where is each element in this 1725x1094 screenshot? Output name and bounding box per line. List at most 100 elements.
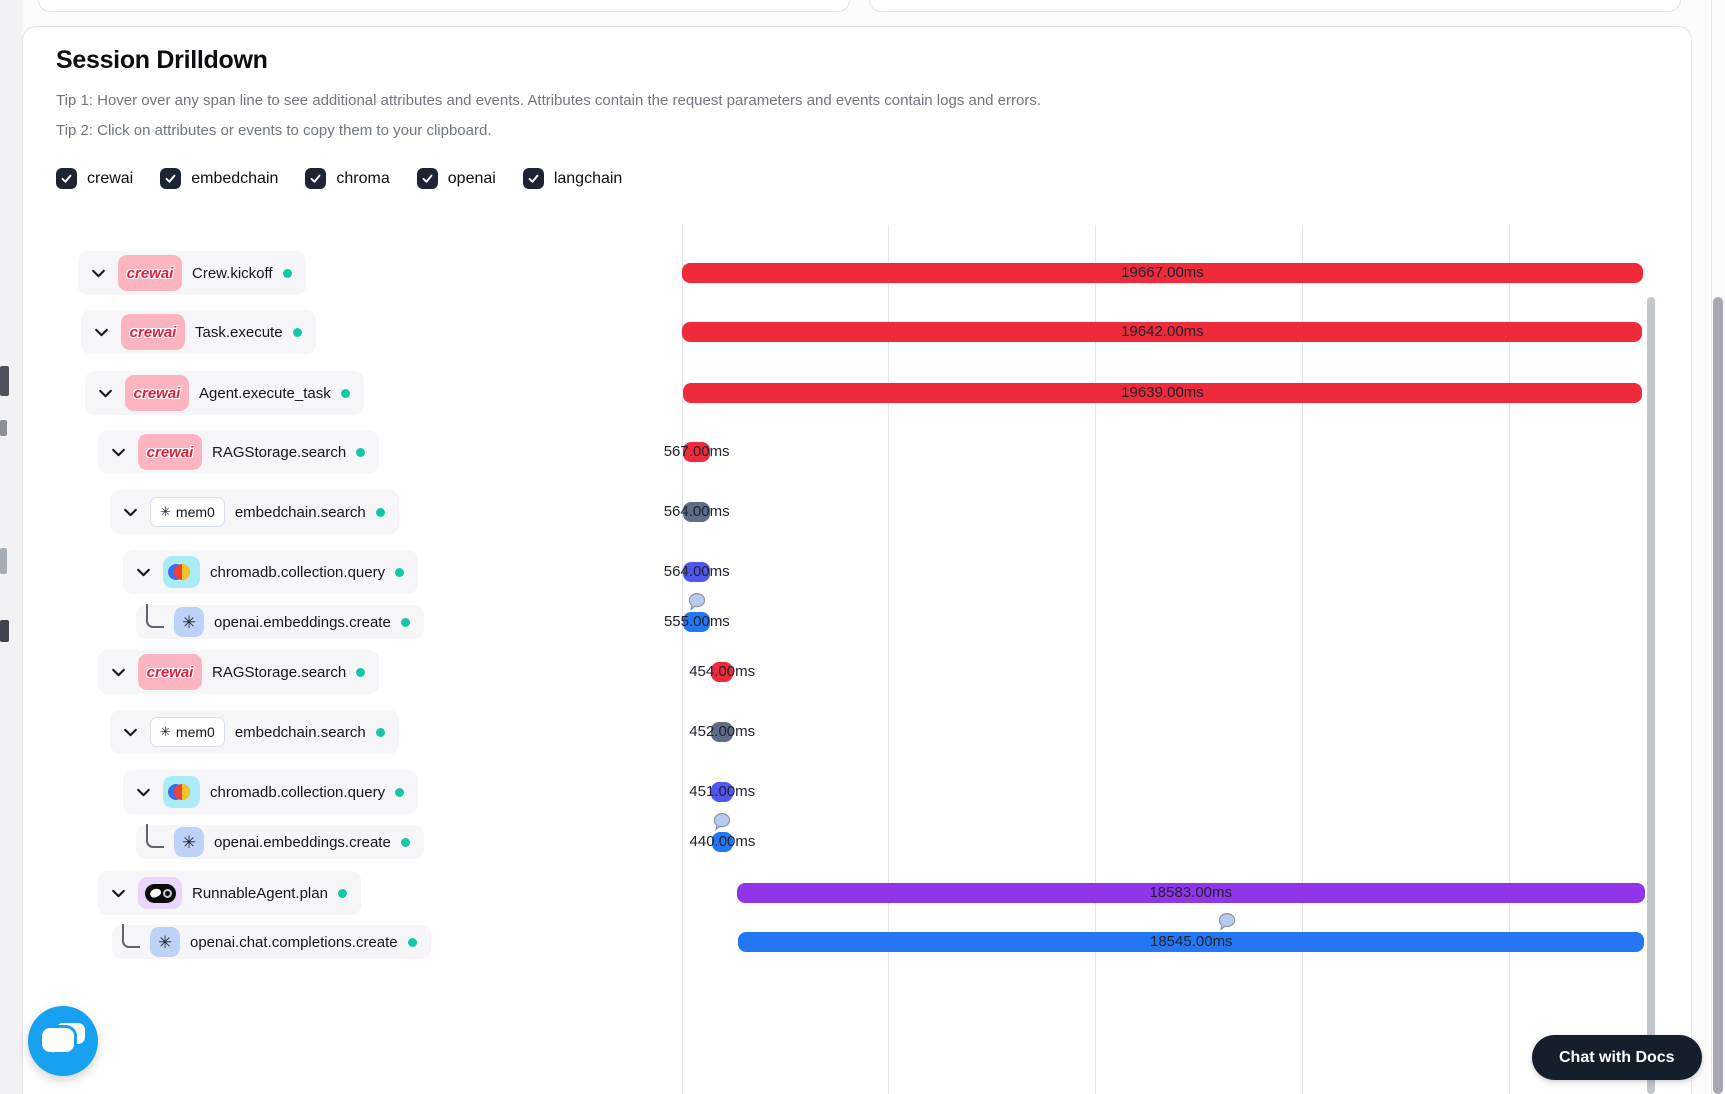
sidebar-fragment <box>0 420 7 436</box>
chevron-down-icon[interactable] <box>133 564 153 581</box>
span-row-chromadb-collection-query[interactable]: chromadb.collection.query <box>123 770 419 814</box>
status-dot <box>282 268 292 278</box>
span-bar-openai-chat-completions-create[interactable] <box>738 932 1645 952</box>
checkbox-crewai[interactable] <box>56 168 77 189</box>
left-gutter <box>0 0 22 1094</box>
span-row-runnableagent-plan[interactable]: RunnableAgent.plan <box>98 871 361 915</box>
span-name: Crew.kickoff <box>192 264 273 282</box>
chevron-down-icon[interactable] <box>133 784 153 801</box>
crewai-logo: crewai <box>138 654 202 690</box>
window-scrollbar-thumb[interactable] <box>1713 297 1723 1094</box>
span-row-embedchain-search[interactable]: ✳ mem0 embedchain.search <box>110 710 399 754</box>
event-speech-bubble-icon[interactable] <box>1217 912 1236 936</box>
status-dot <box>340 388 350 398</box>
checkbox-openai[interactable] <box>416 168 438 189</box>
span-name: openai.embeddings.create <box>214 613 391 631</box>
span-bar-crew-kickoff[interactable] <box>682 263 1643 283</box>
span-bar-embedchain-search[interactable] <box>711 722 734 742</box>
span-row-ragstorage-search[interactable]: crewai RAGStorage.search <box>98 650 380 694</box>
vendor-filter-langchain[interactable]: langchain <box>522 168 623 189</box>
chevron-down-icon[interactable] <box>108 664 128 681</box>
crewai-logo: crewai <box>121 314 185 350</box>
chevron-down-icon[interactable] <box>108 444 128 461</box>
span-name: chromadb.collection.query <box>210 783 386 801</box>
mem0-flower-icon: ✳ <box>160 504 171 519</box>
span-bar-embedchain-search[interactable] <box>682 502 711 522</box>
event-speech-bubble-icon[interactable] <box>687 592 706 616</box>
chevron-down-icon[interactable] <box>91 324 111 341</box>
status-dot <box>375 727 385 737</box>
status-dot <box>375 507 385 517</box>
span-bar-agent-execute-task[interactable] <box>682 383 1643 403</box>
span-duration-label: 440.00ms <box>689 833 756 850</box>
vendor-filter-openai[interactable]: openai <box>416 168 496 189</box>
chat-with-docs-button[interactable]: Chat with Docs <box>1532 1035 1702 1080</box>
checkbox-chroma[interactable] <box>305 168 327 189</box>
chevron-down-icon[interactable] <box>88 265 108 282</box>
event-speech-bubble-icon[interactable] <box>713 812 732 836</box>
span-name: openai.embeddings.create <box>214 833 391 851</box>
span-row-openai-chat-completions-create[interactable]: ✳ openai.chat.completions.create <box>112 924 431 959</box>
vendor-filter-embedchain[interactable]: embedchain <box>160 168 278 189</box>
span-row-ragstorage-search[interactable]: crewai RAGStorage.search <box>98 430 380 474</box>
status-dot <box>356 447 366 457</box>
vendor-filter-crewai[interactable]: crewai <box>56 168 133 189</box>
check-icon <box>165 174 176 183</box>
vendor-filter-chroma[interactable]: chroma <box>305 168 390 189</box>
chevron-down-icon[interactable] <box>120 504 140 521</box>
span-name: embedchain.search <box>234 503 366 521</box>
chevron-down-icon[interactable] <box>95 385 115 402</box>
chroma-circle-yellow <box>182 784 190 800</box>
span-duration-label: 452.00ms <box>689 723 756 740</box>
span-duration-label: 564.00ms <box>663 503 730 520</box>
mem0-flower-icon: ✳ <box>160 724 171 739</box>
span-name: chromadb.collection.query <box>210 563 386 581</box>
span-duration-label: 567.00ms <box>663 443 730 460</box>
span-row-embedchain-search[interactable]: ✳ mem0 embedchain.search <box>110 490 399 534</box>
span-bar-openai-embeddings-create[interactable] <box>683 612 711 632</box>
span-bar-chromadb-collection-query[interactable] <box>711 782 734 802</box>
span-row-chromadb-collection-query[interactable]: chromadb.collection.query <box>123 550 419 594</box>
chroma-logo <box>163 776 200 808</box>
tip-1-text: Tip 1: Hover over any span line to see a… <box>56 92 1042 109</box>
span-row-agent-execute-task[interactable]: crewai Agent.execute_task <box>85 371 364 415</box>
chat-widget-button[interactable] <box>28 1006 98 1076</box>
span-bar-task-execute[interactable] <box>682 322 1643 342</box>
status-dot <box>356 667 366 677</box>
check-icon <box>422 174 433 183</box>
filter-label: langchain <box>553 169 623 187</box>
span-duration-label: 564.00ms <box>663 563 730 580</box>
sidebar-fragment <box>0 366 9 396</box>
openai-logo: ✳ <box>174 827 204 857</box>
span-bar-ragstorage-search[interactable] <box>711 662 734 682</box>
timeline-scrollbar-thumb[interactable] <box>1647 297 1655 1094</box>
span-bar-openai-embeddings-create[interactable] <box>711 832 734 852</box>
openai-knot-icon: ✳ <box>181 612 197 632</box>
span-row-crew-kickoff[interactable]: crewai Crew.kickoff <box>78 251 306 295</box>
openai-knot-icon: ✳ <box>181 832 197 852</box>
span-name: Task.execute <box>195 323 283 341</box>
span-bar-ragstorage-search[interactable] <box>682 442 711 462</box>
span-name: embedchain.search <box>234 723 366 741</box>
span-duration-label: 19642.00ms <box>1121 323 1204 340</box>
filter-label: chroma <box>336 169 390 187</box>
span-duration-label: 454.00ms <box>689 663 756 680</box>
crewai-logo: crewai <box>125 375 189 411</box>
langchain-parrot-icon <box>148 886 162 899</box>
span-bar-runnableagent-plan[interactable] <box>736 883 1645 903</box>
chevron-down-icon[interactable] <box>120 724 140 741</box>
span-row-openai-embeddings-create[interactable]: ✳ openai.embeddings.create <box>136 824 424 859</box>
checkbox-langchain[interactable] <box>522 168 544 189</box>
span-row-task-execute[interactable]: crewai Task.execute <box>81 310 316 354</box>
span-bar-chromadb-collection-query[interactable] <box>682 562 711 582</box>
chroma-circle-yellow <box>182 564 190 580</box>
crewai-logo: crewai <box>118 255 182 291</box>
timeline-gridline <box>1509 225 1510 1094</box>
span-row-openai-embeddings-create[interactable]: ✳ openai.embeddings.create <box>136 604 424 639</box>
checkbox-embedchain[interactable] <box>160 168 182 189</box>
span-name: RAGStorage.search <box>212 663 347 681</box>
sidebar-fragment <box>0 548 7 574</box>
chevron-down-icon[interactable] <box>108 885 128 902</box>
span-duration-label: 19639.00ms <box>1121 384 1204 401</box>
status-dot <box>292 327 302 337</box>
